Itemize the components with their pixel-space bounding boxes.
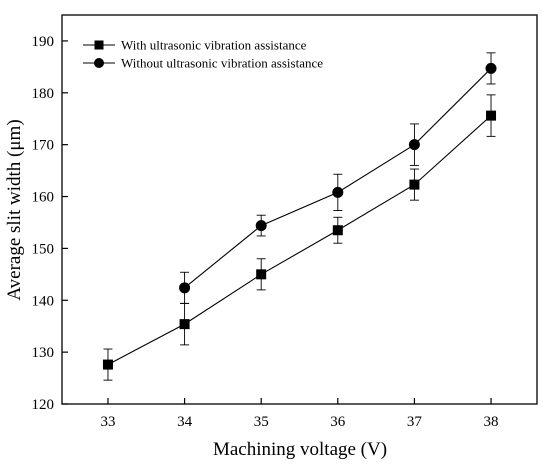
y-axis-title: Average slit width (μm) — [4, 119, 25, 300]
data-point — [486, 110, 497, 121]
axis-ticks: 33 34 35 36 37 38 120 130 140 150 160 170 180 190 — [32, 34, 499, 430]
data-point — [332, 186, 344, 198]
data-point — [255, 220, 267, 232]
series-layer — [102, 52, 497, 381]
legend-marker — [94, 58, 104, 68]
y-tick-label: 180 — [32, 86, 55, 102]
legend-marker — [94, 40, 104, 50]
data-point — [409, 179, 420, 190]
legend: With ultrasonic vibration assistance With… — [83, 38, 323, 71]
x-tick-label: 34 — [177, 414, 193, 430]
data-point — [256, 269, 267, 280]
series-1 — [102, 94, 497, 381]
x-tick-label: 37 — [407, 414, 423, 430]
y-tick-label: 170 — [32, 138, 55, 154]
legend-label: Without ultrasonic vibration assistance — [121, 56, 323, 71]
data-point — [102, 359, 113, 370]
data-point — [332, 225, 343, 236]
data-point — [179, 319, 190, 330]
x-tick-label: 35 — [254, 414, 269, 430]
y-tick-label: 190 — [32, 34, 55, 50]
x-tick-label: 36 — [330, 414, 346, 430]
series-line — [107, 115, 492, 366]
data-point — [408, 139, 420, 151]
y-tick-label: 150 — [32, 241, 55, 257]
series-2 — [179, 52, 497, 304]
plot-frame — [61, 14, 538, 405]
x-tick-label: 38 — [484, 414, 499, 430]
y-tick-label: 140 — [32, 293, 55, 309]
x-tick-label: 33 — [100, 414, 115, 430]
legend-label: With ultrasonic vibration assistance — [121, 38, 307, 53]
data-point — [485, 62, 497, 74]
y-tick-label: 160 — [32, 190, 55, 206]
y-tick-label: 130 — [32, 345, 55, 361]
data-point — [179, 282, 191, 294]
x-axis-title: Machining voltage (V) — [213, 439, 387, 460]
y-tick-label: 120 — [32, 397, 55, 413]
